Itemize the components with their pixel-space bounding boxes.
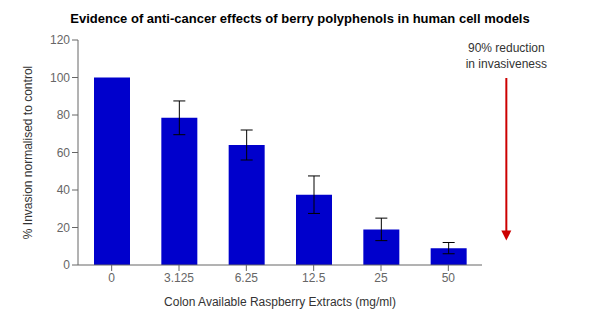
svg-text:% Invasion normalised to contr: % Invasion normalised to control [21, 66, 35, 239]
svg-text:Colon Available Raspberry Extr: Colon Available Raspberry Extracts (mg/m… [164, 295, 396, 309]
svg-text:6.25: 6.25 [235, 271, 259, 285]
svg-text:100: 100 [50, 71, 70, 85]
svg-text:90% reductionin invasiveness: 90% reductionin invasiveness [466, 41, 547, 71]
svg-text:80: 80 [57, 108, 71, 122]
svg-text:3.125: 3.125 [164, 271, 194, 285]
svg-text:0: 0 [108, 271, 115, 285]
svg-text:25: 25 [374, 271, 388, 285]
svg-text:40: 40 [57, 183, 71, 197]
svg-text:120: 120 [50, 33, 70, 47]
svg-text:20: 20 [57, 221, 71, 235]
svg-text:50: 50 [442, 271, 456, 285]
html-text:Evidence of anti-cancer effect: Evidence of anti-cancer effects of berry… [70, 11, 530, 26]
svg-text:60: 60 [57, 146, 71, 160]
svg-text:12.5: 12.5 [302, 271, 326, 285]
svg-text:0: 0 [63, 258, 70, 272]
